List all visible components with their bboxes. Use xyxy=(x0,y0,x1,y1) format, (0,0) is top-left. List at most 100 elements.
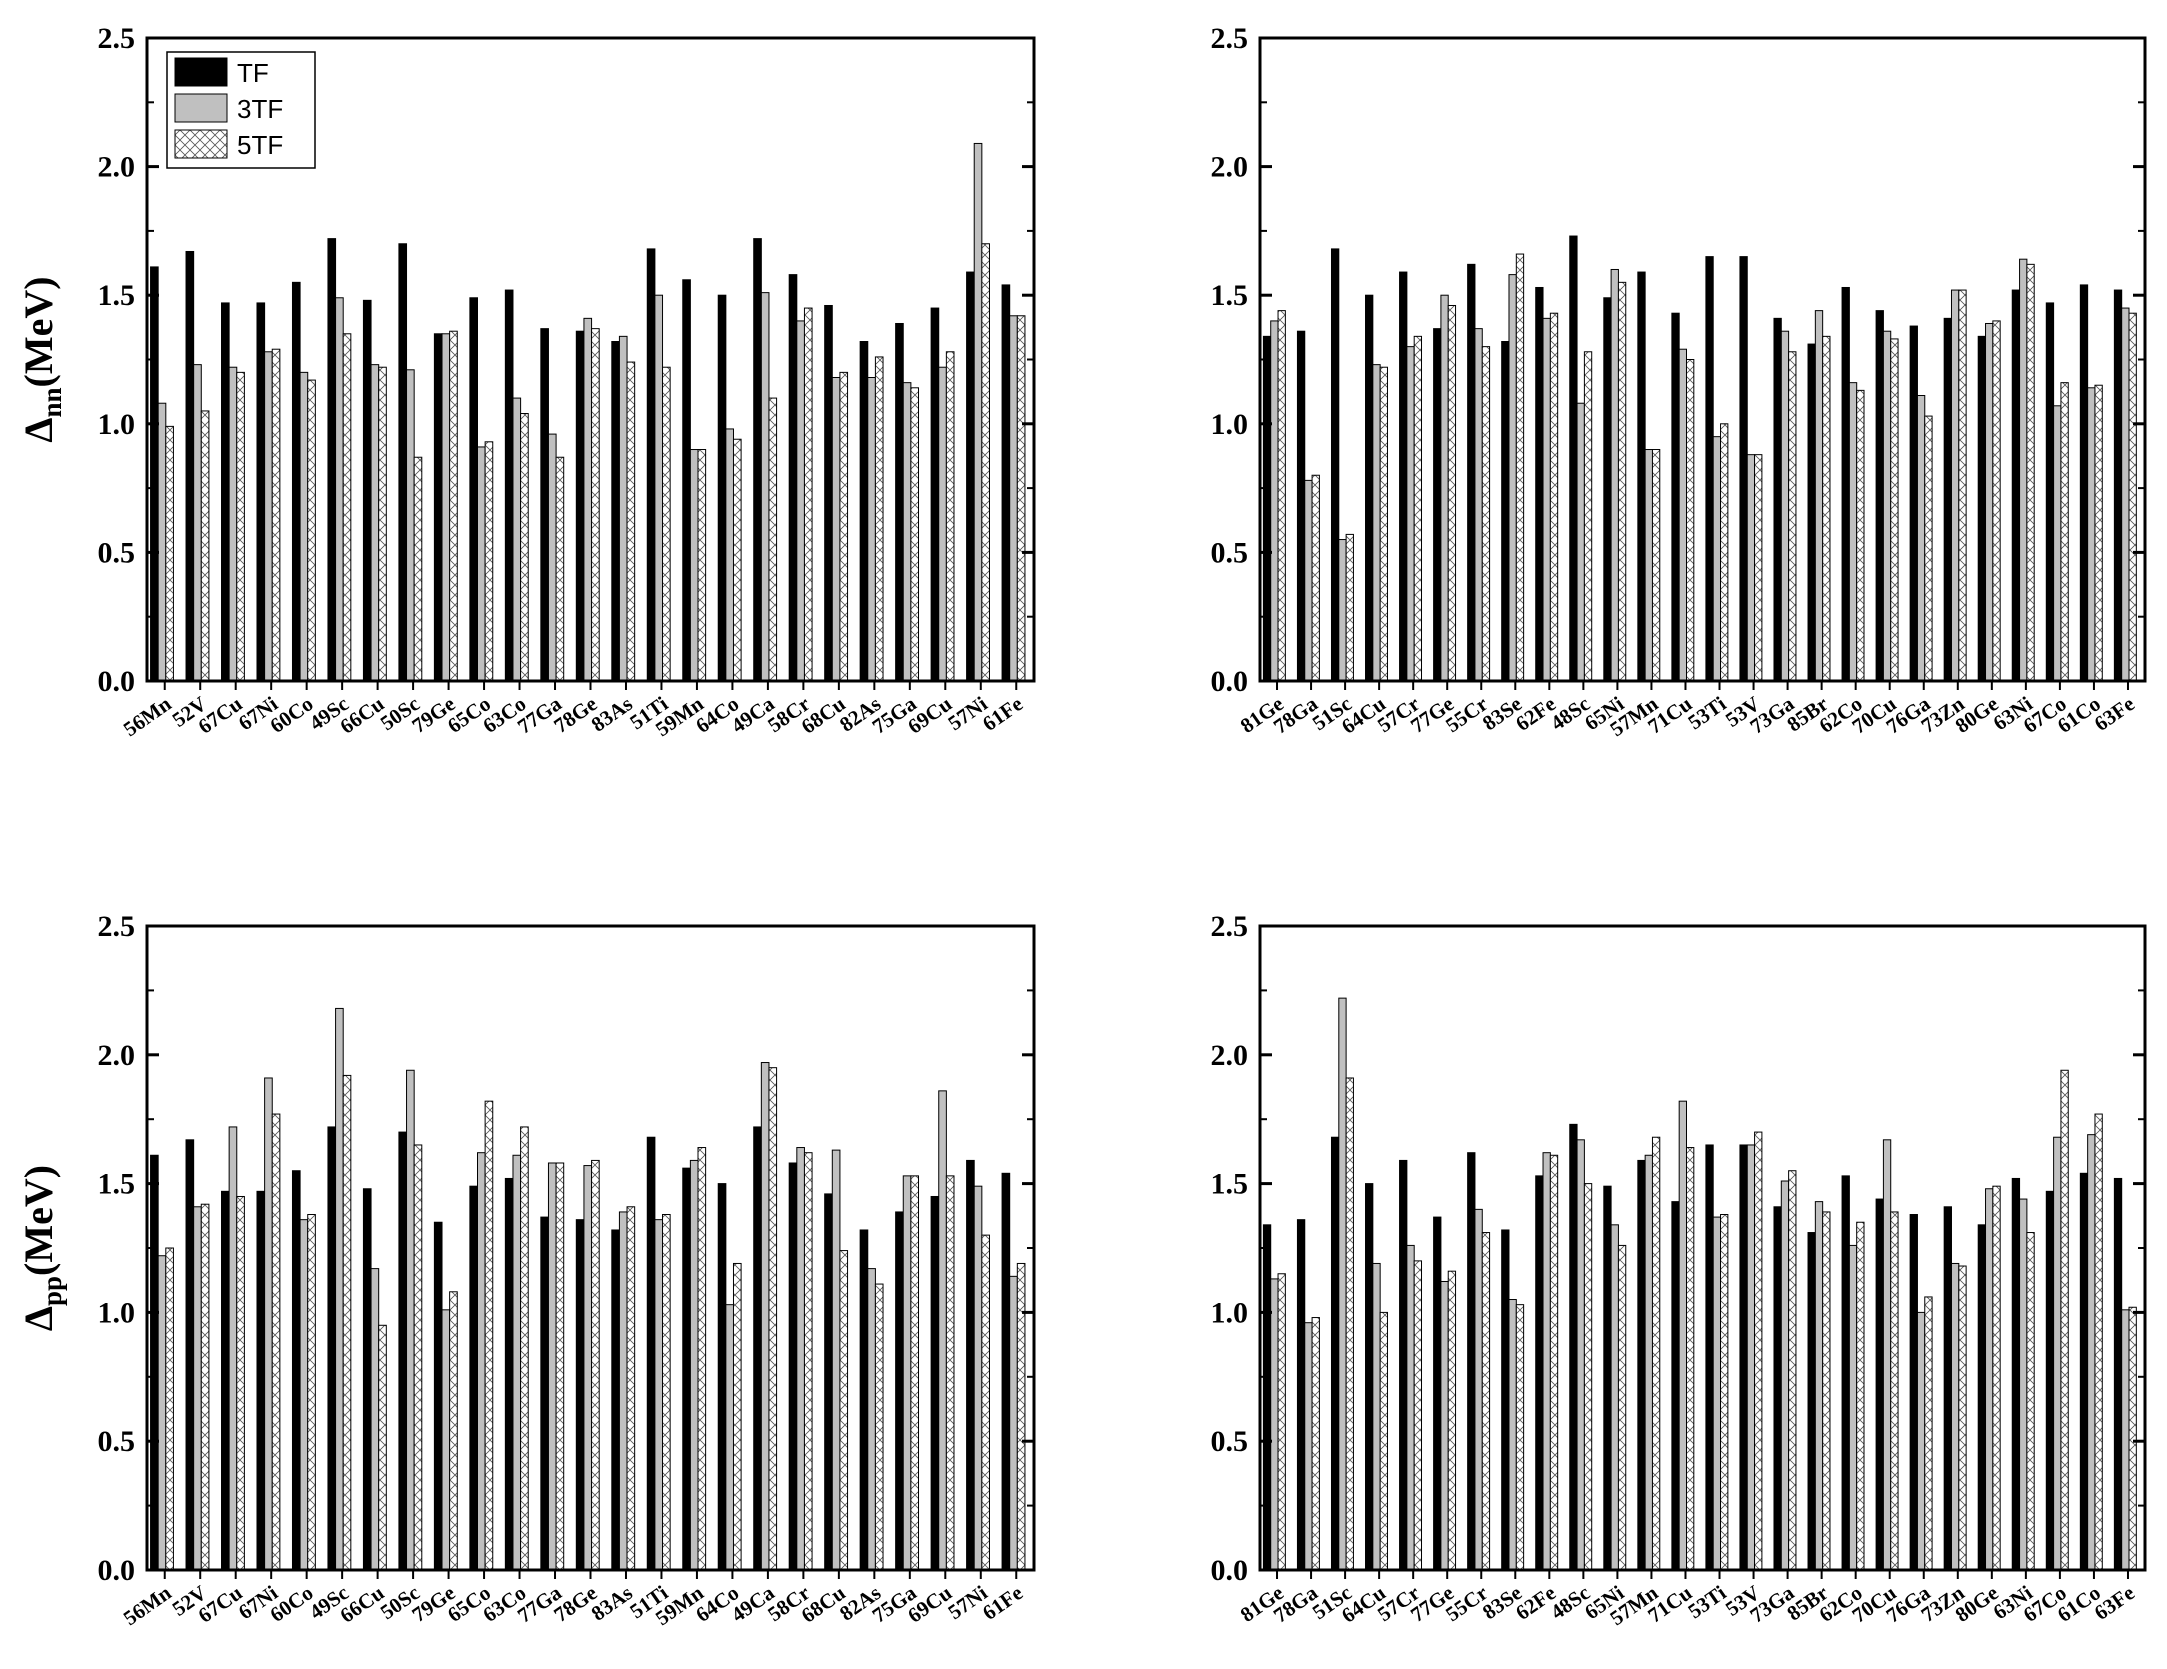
bar-3TF-79Ge xyxy=(441,1309,451,1571)
bar-TF-51Ti xyxy=(646,248,656,682)
bar-3TF-57Ni xyxy=(973,1185,983,1571)
bar-5TF-62Fe xyxy=(1549,312,1559,682)
bar-3TF-67Ni xyxy=(264,351,273,682)
bar-3TF-58Cr xyxy=(796,1147,805,1571)
bar-TF-83Se xyxy=(1501,1229,1510,1571)
bar-3TF-76Ga xyxy=(1916,395,1926,682)
bar-3TF-77Ge xyxy=(1440,1280,1449,1571)
bar-3TF-51Ti xyxy=(654,1219,664,1571)
bar-5TF-79Ge xyxy=(449,1291,458,1571)
bar-5TF-64Cu xyxy=(1379,366,1388,682)
bar-3TF-57Mn xyxy=(1644,449,1653,682)
bar-5TF-85Br xyxy=(1822,335,1831,682)
bar-3TF-61Co xyxy=(2087,387,2096,682)
bar-TF-57Ni xyxy=(966,1159,975,1571)
bar-5TF-62Fe xyxy=(1549,1154,1559,1571)
bar-3TF-71Cu xyxy=(1678,348,1688,682)
bar-5TF-64Cu xyxy=(1379,1311,1388,1571)
bar-3TF-63Co xyxy=(512,1154,522,1571)
bar-5TF-57Mn xyxy=(1651,449,1661,682)
bar-TF-63Fe xyxy=(2113,289,2123,682)
bar-TF-78Ga xyxy=(1296,1219,1306,1571)
bar-3TF-59Mn xyxy=(689,449,699,682)
bar-TF-70Cu xyxy=(1875,1198,1884,1571)
bar-3TF-81Ge xyxy=(1270,320,1279,682)
bar-3TF-77Ga xyxy=(547,433,557,682)
bar-5TF-61Co xyxy=(2094,384,2103,682)
bar-3TF-63Ni xyxy=(2019,1198,2028,1571)
bar-5TF-56Mn xyxy=(165,425,174,682)
bar-3TF-79Ge xyxy=(441,333,451,682)
bar-3TF-70Cu xyxy=(1882,1139,1892,1571)
y-tick-label: 0.5 xyxy=(98,1425,136,1458)
bar-TF-56Mn xyxy=(150,266,159,682)
bar-TF-64Co xyxy=(717,1183,727,1571)
x-category-label: 63Fe xyxy=(2090,691,2139,735)
bar-TF-51Sc xyxy=(1330,1136,1340,1571)
bar-5TF-53V xyxy=(1754,454,1763,682)
y-tick-label: 2.0 xyxy=(98,1039,136,1072)
bar-3TF-52V xyxy=(193,364,202,682)
bar-5TF-68Cu xyxy=(839,371,849,682)
bar-TF-57Cr xyxy=(1399,271,1408,682)
bar-TF-66Cu xyxy=(362,299,372,682)
bar-3TF-66Cu xyxy=(370,1268,380,1571)
bar-3TF-85Br xyxy=(1814,310,1824,682)
bar-TF-48Sc xyxy=(1569,1123,1578,1571)
x-category-label: 63Fe xyxy=(2090,1580,2139,1624)
bar-3TF-53Ti xyxy=(1712,436,1722,682)
bar-3TF-61Co xyxy=(2087,1134,2096,1571)
legend-swatch-5TF xyxy=(174,129,228,159)
bar-5TF-81Ge xyxy=(1277,310,1286,682)
bar-5TF-73Zn xyxy=(1958,289,1967,682)
bar-TF-73Ga xyxy=(1773,1206,1782,1571)
bar-TF-64Co xyxy=(717,294,727,682)
bar-5TF-50Sc xyxy=(413,1144,423,1571)
bar-3TF-51Sc xyxy=(1338,997,1347,1571)
bar-5TF-60Co xyxy=(307,1214,316,1571)
bar-TF-65Co xyxy=(469,297,478,682)
bar-5TF-57Mn xyxy=(1651,1136,1661,1571)
y-tick-label: 1.5 xyxy=(1211,279,1249,312)
y-tick-label: 1.5 xyxy=(98,1168,136,1201)
bar-3TF-63Co xyxy=(512,397,522,682)
bar-TF-53V xyxy=(1739,256,1748,682)
bar-TF-73Zn xyxy=(1943,317,1952,682)
bar-5TF-83As xyxy=(626,1206,636,1571)
y-tick-label: 2.5 xyxy=(1211,910,1249,943)
bar-TF-60Co xyxy=(291,1170,301,1571)
bar-3TF-50Sc xyxy=(406,369,415,682)
bar-TF-80Ge xyxy=(1977,1224,1987,1571)
bar-3TF-57Cr xyxy=(1406,1244,1415,1571)
bar-TF-77Ge xyxy=(1433,1216,1442,1571)
bar-5TF-61Fe xyxy=(1016,1262,1026,1571)
bar-3TF-55Cr xyxy=(1474,328,1483,682)
bar-5TF-59Mn xyxy=(697,449,707,682)
bar-5TF-70Cu xyxy=(1890,1211,1899,1571)
chart-panel-2: 0.00.51.01.52.02.581Ge78Ga51Sc64Cu57Cr77… xyxy=(1211,22,2147,741)
bar-3TF-52V xyxy=(193,1206,202,1571)
bar-5TF-77Ga xyxy=(555,456,565,682)
bar-3TF-65Ni xyxy=(1610,1224,1619,1571)
bar-3TF-49Ca xyxy=(760,292,770,682)
bar-3TF-57Ni xyxy=(973,142,983,682)
bar-TF-62Fe xyxy=(1535,286,1544,682)
bar-5TF-73Ga xyxy=(1788,351,1797,682)
bar-3TF-83As xyxy=(618,1211,628,1571)
bar-TF-57Mn xyxy=(1637,271,1646,682)
bar-3TF-80Ge xyxy=(1985,322,1994,682)
bar-TF-75Ga xyxy=(895,322,904,682)
bar-5TF-81Ge xyxy=(1277,1273,1286,1571)
bar-5TF-57Ni xyxy=(981,243,990,682)
bar-3TF-48Sc xyxy=(1576,1139,1585,1571)
y-tick-label: 1.5 xyxy=(98,279,136,312)
bar-5TF-53Ti xyxy=(1720,1214,1729,1571)
bar-3TF-71Cu xyxy=(1678,1100,1688,1571)
bar-TF-77Ge xyxy=(1433,328,1442,682)
bar-5TF-83As xyxy=(626,361,636,682)
bar-TF-73Zn xyxy=(1943,1206,1952,1571)
bar-5TF-78Ge xyxy=(591,328,600,682)
bar-TF-61Co xyxy=(2079,284,2089,682)
bar-TF-78Ge xyxy=(575,330,585,682)
